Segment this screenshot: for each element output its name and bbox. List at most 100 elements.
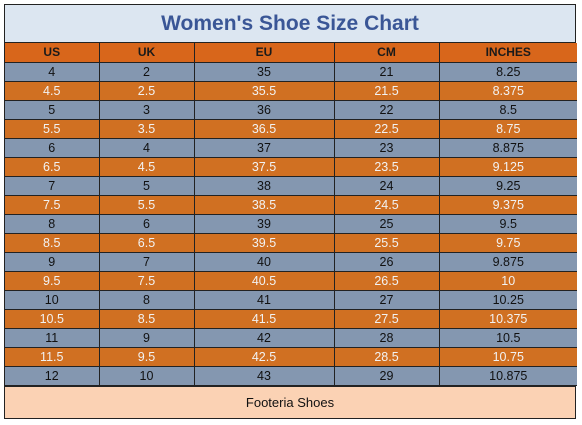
footer-brand: Footeria Shoes	[5, 385, 575, 418]
column-header-eu: EU	[193, 43, 335, 63]
us-size-cell: 6	[5, 137, 100, 158]
eu-size-cell: 39.5	[193, 232, 335, 253]
table-row: 5.5 3.5 36.5 22.5 8.75	[5, 118, 577, 139]
eu-size-cell: 38	[193, 175, 335, 196]
cm-size-cell: 24.5	[333, 194, 440, 215]
eu-size-cell: 42.5	[193, 346, 335, 367]
chart-title: Women's Shoe Size Chart	[5, 5, 575, 43]
uk-size-cell: 7	[98, 251, 195, 272]
us-size-cell: 5.5	[5, 118, 100, 139]
cm-size-cell: 29	[333, 365, 440, 386]
cm-size-cell: 27	[333, 289, 440, 310]
cm-size-cell: 28.5	[333, 346, 440, 367]
uk-size-cell: 6.5	[98, 232, 195, 253]
us-size-cell: 8.5	[5, 232, 100, 253]
table-row: 8 6 39 25 9.5	[5, 213, 577, 234]
us-size-cell: 5	[5, 99, 100, 120]
inches-size-cell: 10.5	[438, 327, 577, 348]
cm-size-cell: 22.5	[333, 118, 440, 139]
uk-size-cell: 6	[98, 213, 195, 234]
column-header-uk: UK	[98, 43, 195, 63]
us-size-cell: 10.5	[5, 308, 100, 329]
uk-size-cell: 3	[98, 99, 195, 120]
column-header-cm: CM	[333, 43, 440, 63]
inches-size-cell: 8.25	[438, 61, 577, 82]
inches-size-cell: 10.75	[438, 346, 577, 367]
table-row: 6 4 37 23 8.875	[5, 137, 577, 158]
eu-size-cell: 41.5	[193, 308, 335, 329]
cm-size-cell: 22	[333, 99, 440, 120]
us-size-cell: 11.5	[5, 346, 100, 367]
table-row: 9.5 7.5 40.5 26.5 10	[5, 270, 577, 291]
column-header-inches: INCHES	[438, 43, 577, 63]
cm-size-cell: 23	[333, 137, 440, 158]
cm-size-cell: 21.5	[333, 80, 440, 101]
table-row: 4.5 2.5 35.5 21.5 8.375	[5, 80, 577, 101]
eu-size-cell: 40.5	[193, 270, 335, 291]
inches-size-cell: 9.125	[438, 156, 577, 177]
table-row: 12 10 43 29 10.875	[5, 365, 577, 386]
us-size-cell: 7	[5, 175, 100, 196]
table-row: 4 2 35 21 8.25	[5, 61, 577, 82]
uk-size-cell: 5.5	[98, 194, 195, 215]
us-size-cell: 4.5	[5, 80, 100, 101]
uk-size-cell: 7.5	[98, 270, 195, 291]
eu-size-cell: 36	[193, 99, 335, 120]
cm-size-cell: 23.5	[333, 156, 440, 177]
inches-size-cell: 8.375	[438, 80, 577, 101]
eu-size-cell: 39	[193, 213, 335, 234]
us-size-cell: 4	[5, 61, 100, 82]
us-size-cell: 6.5	[5, 156, 100, 177]
us-size-cell: 9.5	[5, 270, 100, 291]
cm-size-cell: 27.5	[333, 308, 440, 329]
uk-size-cell: 9	[98, 327, 195, 348]
table-row: 11 9 42 28 10.5	[5, 327, 577, 348]
uk-size-cell: 3.5	[98, 118, 195, 139]
table-row: 7 5 38 24 9.25	[5, 175, 577, 196]
table-row: 11.5 9.5 42.5 28.5 10.75	[5, 346, 577, 367]
inches-size-cell: 10	[438, 270, 577, 291]
column-header-us: US	[5, 43, 100, 63]
eu-size-cell: 38.5	[193, 194, 335, 215]
cm-size-cell: 25	[333, 213, 440, 234]
size-chart-sheet: Women's Shoe Size Chart US UK EU CM INCH…	[4, 4, 577, 419]
cm-size-cell: 25.5	[333, 232, 440, 253]
table-row: 8.5 6.5 39.5 25.5 9.75	[5, 232, 577, 253]
eu-size-cell: 37	[193, 137, 335, 158]
table-row: 6.5 4.5 37.5 23.5 9.125	[5, 156, 577, 177]
size-table: US UK EU CM INCHES 4 2 35 21 8.25 4.5 2.5 35.5 2…	[5, 43, 577, 386]
inches-size-cell: 8.75	[438, 118, 577, 139]
cm-size-cell: 28	[333, 327, 440, 348]
table-row: 7.5 5.5 38.5 24.5 9.375	[5, 194, 577, 215]
table-row: 5 3 36 22 8.5	[5, 99, 577, 120]
us-size-cell: 11	[5, 327, 100, 348]
eu-size-cell: 35	[193, 61, 335, 82]
uk-size-cell: 8.5	[98, 308, 195, 329]
inches-size-cell: 8.875	[438, 137, 577, 158]
uk-size-cell: 4.5	[98, 156, 195, 177]
uk-size-cell: 9.5	[98, 346, 195, 367]
us-size-cell: 8	[5, 213, 100, 234]
eu-size-cell: 41	[193, 289, 335, 310]
uk-size-cell: 4	[98, 137, 195, 158]
cm-size-cell: 21	[333, 61, 440, 82]
inches-size-cell: 9.75	[438, 232, 577, 253]
us-size-cell: 9	[5, 251, 100, 272]
table-row: 9 7 40 26 9.875	[5, 251, 577, 272]
eu-size-cell: 43	[193, 365, 335, 386]
eu-size-cell: 42	[193, 327, 335, 348]
table-body: 4 2 35 21 8.25 4.5 2.5 35.5 21.5 8.375 5 3 36 22 8.5 5.…	[5, 61, 577, 386]
table-row: 10.5 8.5 41.5 27.5 10.375	[5, 308, 577, 329]
table-row: 10 8 41 27 10.25	[5, 289, 577, 310]
cm-size-cell: 26.5	[333, 270, 440, 291]
us-size-cell: 10	[5, 289, 100, 310]
uk-size-cell: 10	[98, 365, 195, 386]
uk-size-cell: 8	[98, 289, 195, 310]
eu-size-cell: 35.5	[193, 80, 335, 101]
eu-size-cell: 37.5	[193, 156, 335, 177]
inches-size-cell: 9.375	[438, 194, 577, 215]
cm-size-cell: 26	[333, 251, 440, 272]
inches-size-cell: 9.25	[438, 175, 577, 196]
inches-size-cell: 9.875	[438, 251, 577, 272]
inches-size-cell: 8.5	[438, 99, 577, 120]
